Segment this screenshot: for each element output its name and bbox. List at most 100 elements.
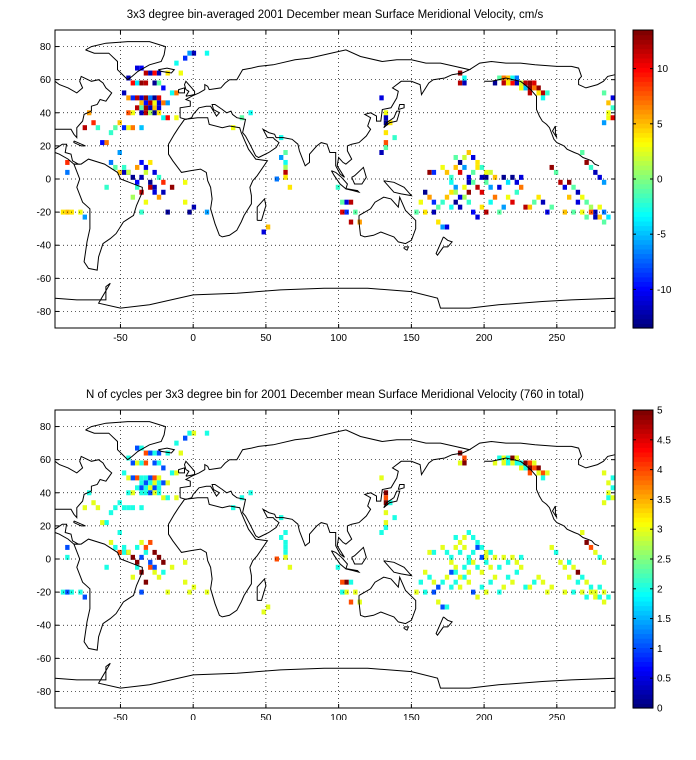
data-cell <box>87 110 92 116</box>
data-cell <box>135 164 140 170</box>
data-cell <box>117 169 122 175</box>
data-cell <box>183 559 188 565</box>
data-cell <box>152 564 157 570</box>
data-cell <box>427 549 432 555</box>
colorbar-segment <box>633 489 653 495</box>
colorbar-segment <box>633 90 653 96</box>
x-tick-label: 0 <box>190 713 196 720</box>
data-cell <box>121 90 127 96</box>
colorbar-segment <box>633 465 653 472</box>
data-cell <box>121 169 127 175</box>
data-cell <box>161 115 166 121</box>
data-cell <box>348 599 354 605</box>
data-cell <box>248 490 253 496</box>
y-tick-label: -40 <box>37 621 52 632</box>
data-cell <box>571 184 576 190</box>
data-cell <box>444 169 450 175</box>
data-cell <box>383 110 389 116</box>
data-cell <box>335 184 341 190</box>
data-cell <box>536 574 541 580</box>
data-cell <box>431 549 437 555</box>
data-cell <box>597 584 602 590</box>
colorbar-segment <box>633 179 653 185</box>
data-cell <box>121 549 127 555</box>
data-cell <box>65 159 70 165</box>
colorbar-segment <box>633 647 653 653</box>
data-cell <box>597 214 602 220</box>
colorbar-tick-label: 3 <box>657 525 663 536</box>
data-cell <box>519 184 524 190</box>
data-cell <box>510 75 515 81</box>
data-cell <box>501 460 506 466</box>
colorbar-segment <box>633 206 653 213</box>
data-cell <box>126 110 131 116</box>
data-cell <box>462 574 467 580</box>
data-cell <box>139 105 144 111</box>
coastline <box>351 546 367 565</box>
data-cell <box>567 179 572 185</box>
data-cell <box>457 204 463 210</box>
colorbar-tick-label: 10 <box>657 64 669 75</box>
colorbar-segment <box>633 258 653 264</box>
data-cell <box>104 140 109 146</box>
x-tick-label: 100 <box>330 713 347 720</box>
data-cell <box>453 199 458 205</box>
data-cell <box>152 569 157 575</box>
data-cell <box>606 110 611 116</box>
y-tick-label: 0 <box>45 555 51 566</box>
data-cell <box>527 90 533 96</box>
data-cell <box>165 100 170 106</box>
coastline <box>351 166 367 185</box>
data-cell <box>588 544 594 550</box>
data-cell <box>457 549 463 555</box>
data-cell <box>484 554 489 560</box>
data-cell <box>501 174 506 180</box>
colorbar-segment <box>633 694 653 700</box>
data-cell <box>471 549 476 555</box>
data-cell <box>156 95 162 101</box>
data-cell <box>174 90 179 96</box>
data-cell <box>567 574 572 580</box>
x-tick-label: 150 <box>403 713 420 720</box>
data-cell <box>143 450 149 456</box>
colorbar-segment <box>633 137 653 143</box>
data-cell <box>87 490 92 496</box>
data-cell <box>523 460 528 466</box>
data-cell <box>523 204 528 210</box>
colorbar-segment <box>633 290 653 297</box>
data-cell <box>187 430 192 436</box>
data-cell <box>606 100 611 106</box>
x-tick-label: 50 <box>260 713 272 720</box>
coastline <box>330 170 348 190</box>
colorbar-segment <box>633 559 653 565</box>
coastline <box>345 188 361 194</box>
data-cell <box>143 70 149 76</box>
coastline <box>551 125 558 138</box>
data-cell <box>143 480 149 486</box>
data-cell <box>95 125 101 131</box>
data-cell <box>148 70 153 76</box>
data-cell <box>536 470 541 476</box>
data-cell <box>156 105 162 111</box>
data-cell <box>383 120 389 126</box>
data-cell <box>462 184 467 190</box>
data-cell <box>510 199 515 205</box>
data-cell <box>510 579 515 585</box>
data-cell <box>65 554 70 560</box>
data-cell <box>466 150 471 155</box>
data-cell <box>139 125 144 131</box>
data-cell <box>457 574 463 580</box>
data-cell <box>148 100 153 106</box>
data-cell <box>488 579 493 585</box>
data-cell <box>527 584 533 590</box>
data-cell <box>471 209 476 215</box>
data-cell <box>501 80 506 86</box>
data-cell <box>514 569 519 575</box>
data-cell <box>584 579 589 585</box>
data-cell <box>130 174 135 180</box>
data-cell <box>519 80 524 86</box>
data-cell <box>414 209 419 215</box>
data-cell <box>279 154 284 160</box>
data-cell <box>580 530 585 535</box>
data-cell <box>174 60 179 66</box>
